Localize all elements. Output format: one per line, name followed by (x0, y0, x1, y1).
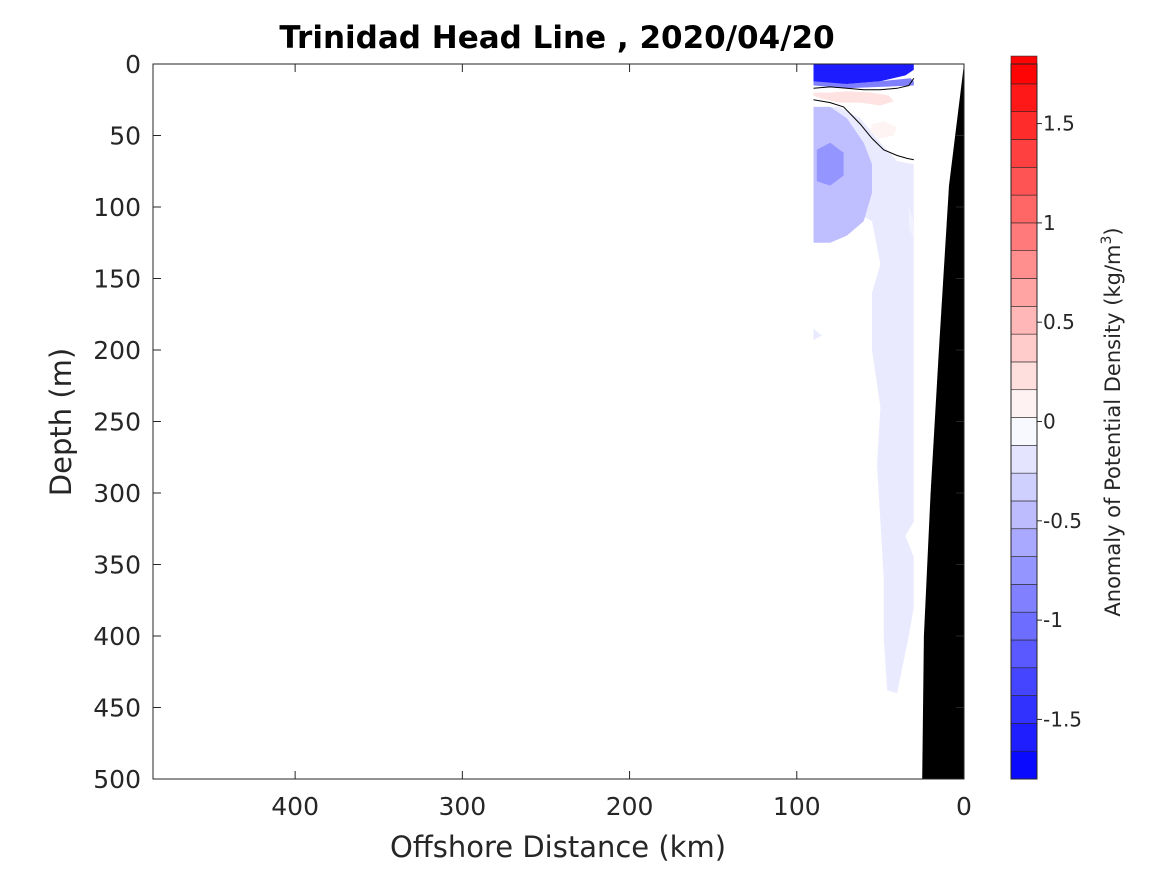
colorbar-cells (1010, 55, 1038, 780)
colorbar-cell (1010, 639, 1038, 669)
anomaly-regions (813, 64, 914, 694)
y-tick-label: 350 (93, 551, 141, 580)
colorbar-cell (1010, 250, 1038, 279)
x-tick-label: 100 (773, 792, 821, 821)
colorbar-cell (1010, 417, 1038, 446)
region-surface-dense-anomaly (813, 64, 914, 84)
y-tick-label: 450 (93, 694, 141, 723)
x-tick-label: 0 (956, 792, 972, 821)
colorbar-cell (1010, 723, 1038, 752)
colorbar-cell (1010, 750, 1038, 780)
y-tick-label: 150 (93, 265, 141, 294)
region-nearshore-light-negative (908, 207, 914, 239)
colorbar-cell (1010, 500, 1038, 530)
region-upper-positive-anomaly (813, 91, 894, 106)
x-tick-label: 300 (438, 792, 486, 821)
region-core-negative-anomaly (816, 142, 844, 186)
region-surface-negative-band (813, 78, 914, 89)
y-axis: 0 50 100 150 200 250 300 350 400 450 500 (93, 50, 964, 794)
colorbar: -1.5 -1 -0.5 0 0.5 1 1.5 Anomaly of Potential … (1010, 55, 1125, 780)
x-axis: 400 300 200 100 0 (271, 64, 972, 821)
colorbar-label-superscript: 3 (1099, 236, 1115, 245)
colorbar-cell (1010, 445, 1038, 474)
seafloor-bathymetry (922, 64, 964, 779)
colorbar-label-main: Anomaly of Potential Density (kg/m (1101, 245, 1125, 617)
colorbar-cell (1010, 194, 1038, 224)
colorbar-label-suffix: ) (1101, 227, 1125, 235)
y-axis-label: Depth (m) (44, 348, 78, 496)
contour-lines (813, 78, 915, 161)
colorbar-cell (1010, 556, 1038, 585)
colorbar-cell (1010, 139, 1038, 168)
colorbar-cell (1010, 111, 1038, 140)
y-tick-label: 100 (93, 193, 141, 222)
colorbar-tick-label: 1 (1043, 211, 1056, 235)
colorbar-tick-label: 0 (1043, 410, 1056, 434)
x-tick-label: 200 (606, 792, 654, 821)
contour-line-1 (813, 99, 914, 161)
colorbar-cell (1010, 222, 1038, 251)
colorbar-cell (1010, 361, 1038, 391)
y-tick-label: 50 (109, 122, 141, 151)
colorbar-cell (1010, 611, 1038, 641)
plot-area (152, 63, 965, 780)
contour-line-0 (813, 78, 915, 91)
colorbar-cell (1010, 584, 1038, 613)
colorbar-cell (1010, 83, 1038, 112)
y-tick-label: 300 (93, 479, 141, 508)
x-tick-label: 400 (271, 792, 319, 821)
colorbar-tick-label: -1.5 (1043, 707, 1082, 731)
y-tick-label: 400 (93, 622, 141, 651)
colorbar-label: Anomaly of Potential Density (kg/m3) (1099, 227, 1125, 616)
colorbar-cell (1010, 55, 1038, 85)
colorbar-cell (1010, 306, 1038, 335)
y-tick-label: 200 (93, 336, 141, 365)
y-tick-label: 250 (93, 408, 141, 437)
colorbar-tick-label: -1 (1043, 608, 1063, 632)
chart-title: Trinidad Head Line , 2020/04/20 (279, 20, 834, 56)
y-tick-label: 0 (125, 50, 141, 79)
region-broad-light-negative (813, 106, 914, 694)
colorbar-tick-label: -0.5 (1043, 509, 1082, 533)
colorbar-cell (1010, 389, 1038, 418)
colorbar-cell (1010, 278, 1038, 307)
x-axis-label: Offshore Distance (km) (390, 830, 726, 864)
y-tick-label: 500 (93, 765, 141, 794)
colorbar-tick-label: 1.5 (1043, 112, 1075, 136)
region-mid-positive-anomaly (870, 121, 898, 139)
colorbar-cell (1010, 333, 1038, 363)
colorbar-cell (1010, 695, 1038, 724)
colorbar-cell (1010, 166, 1038, 196)
colorbar-cell (1010, 667, 1038, 696)
colorbar-ticks: -1.5 -1 -0.5 0 0.5 1 1.5 (1037, 112, 1082, 731)
colorbar-tick-label: 0.5 (1043, 310, 1075, 334)
bathymetry (922, 64, 964, 779)
colorbar-cell (1010, 528, 1038, 557)
colorbar-cell (1010, 472, 1038, 502)
